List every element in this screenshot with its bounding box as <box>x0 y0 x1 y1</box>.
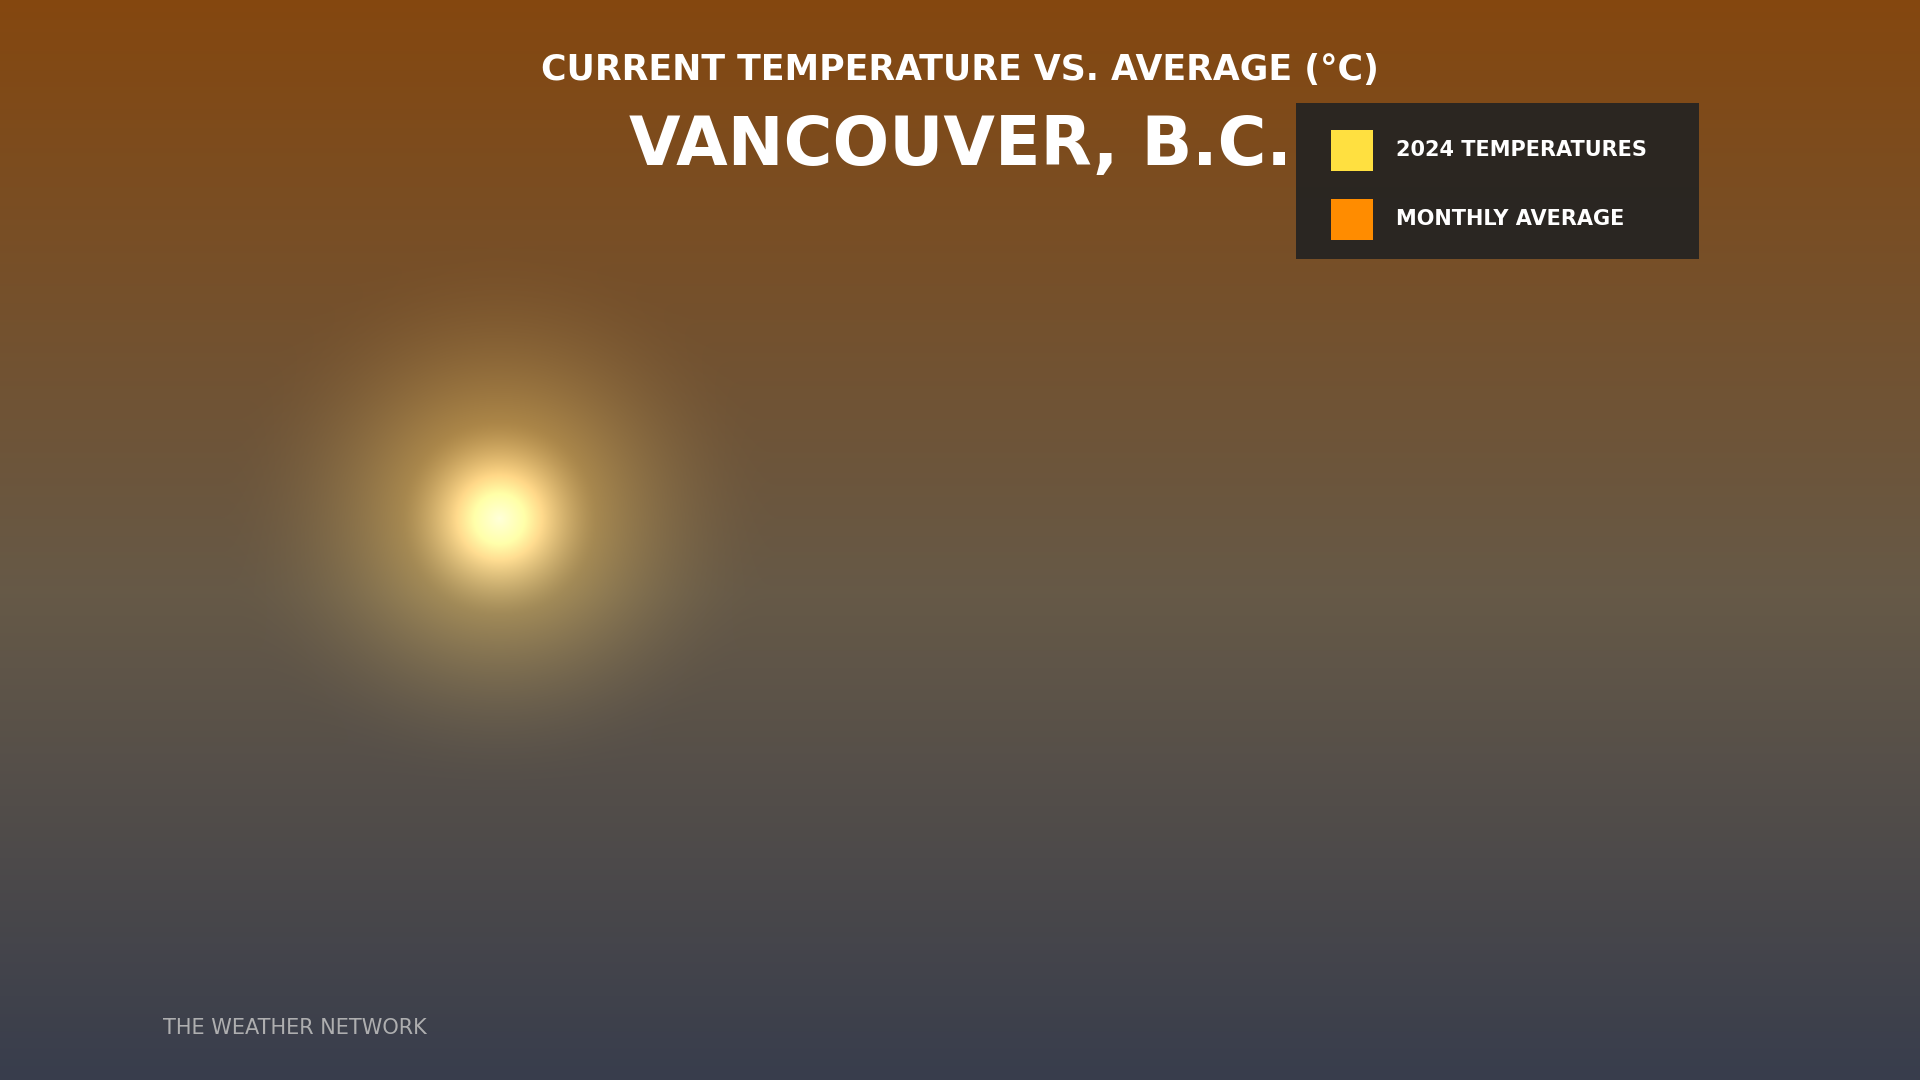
Text: 2024 TEMPERATURES: 2024 TEMPERATURES <box>1396 140 1647 160</box>
Text: 9.4: 9.4 <box>497 579 549 607</box>
Text: THE WEATHER NETWORK: THE WEATHER NETWORK <box>163 1018 426 1038</box>
Text: CURRENT TEMPERATURE VS. AVERAGE (°C): CURRENT TEMPERATURE VS. AVERAGE (°C) <box>541 53 1379 87</box>
Text: 9.2: 9.2 <box>344 586 396 615</box>
Text: 13: 13 <box>960 443 1000 471</box>
Text: 15: 15 <box>1261 367 1302 395</box>
Text: VANCOUVER, B.C.: VANCOUVER, B.C. <box>628 112 1292 179</box>
Text: MONTHLY AVERAGE: MONTHLY AVERAGE <box>1396 210 1624 229</box>
Text: 12.4: 12.4 <box>789 465 860 494</box>
Text: 15.8: 15.8 <box>1400 337 1473 365</box>
